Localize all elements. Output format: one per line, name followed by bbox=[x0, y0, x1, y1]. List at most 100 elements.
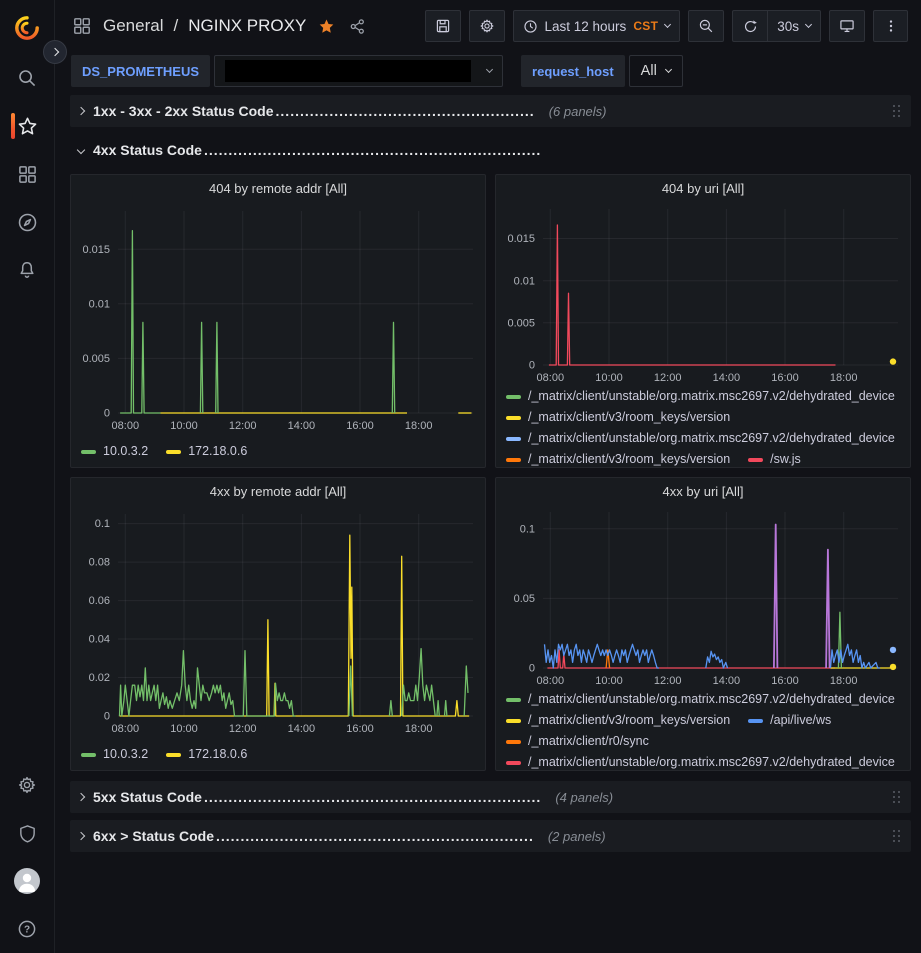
legend-item[interactable]: 10.0.3.2 bbox=[81, 441, 148, 462]
sidebar-item-explore[interactable] bbox=[0, 198, 55, 246]
time-range-picker[interactable]: Last 12 hours CST bbox=[513, 10, 681, 42]
zoom-out-time-button[interactable] bbox=[688, 10, 724, 42]
legend-swatch bbox=[166, 450, 181, 454]
legend-label: /sw.js bbox=[770, 449, 801, 467]
svg-text:0.1: 0.1 bbox=[520, 523, 535, 535]
legend-item[interactable]: 172.18.0.6 bbox=[166, 441, 247, 462]
refresh-button[interactable] bbox=[732, 10, 767, 42]
time-series-chart[interactable]: 00.0050.010.01508:0010:0012:0014:0016:00… bbox=[496, 200, 910, 386]
legend-item[interactable]: /_matrix/client/v3/room_keys/version bbox=[506, 710, 730, 731]
favorite-star-button[interactable] bbox=[316, 16, 337, 37]
chevron-down-icon bbox=[665, 66, 672, 73]
dashboard-row-4xx[interactable]: 4xx Status Code ........................… bbox=[70, 134, 911, 166]
sidebar-item-dashboards[interactable] bbox=[0, 150, 55, 198]
row-drag-handle[interactable] bbox=[893, 830, 901, 843]
dashboard-row-1xx-3xx-2xx[interactable]: 1xx - 3xx - 2xx Status Code ............… bbox=[70, 95, 911, 127]
active-section-indicator bbox=[11, 113, 15, 139]
variable-label: request_host bbox=[521, 55, 625, 87]
row-title: 5xx Status Code bbox=[93, 789, 202, 805]
legend-swatch bbox=[506, 395, 521, 399]
legend-label: 10.0.3.2 bbox=[103, 441, 148, 462]
legend-item[interactable]: /api/live/ws bbox=[748, 710, 831, 731]
panel-title[interactable]: 404 by uri [All] bbox=[496, 175, 910, 200]
legend-swatch bbox=[748, 719, 763, 723]
svg-text:0.005: 0.005 bbox=[507, 317, 535, 329]
panel-title[interactable]: 4xx by remote addr [All] bbox=[71, 478, 485, 505]
legend-item[interactable]: /_matrix/client/v3/room_keys/version bbox=[506, 407, 730, 428]
refresh-interval-dropdown[interactable]: 30s bbox=[767, 10, 821, 42]
timezone-badge: CST bbox=[633, 19, 658, 33]
svg-text:16:00: 16:00 bbox=[346, 723, 374, 735]
row-drag-handle[interactable] bbox=[893, 105, 901, 118]
sidebar-item-starred[interactable] bbox=[0, 102, 55, 150]
row-chevron-icon bbox=[77, 107, 85, 115]
legend-item[interactable]: /_matrix/client/unstable/org.matrix.msc2… bbox=[506, 689, 895, 710]
request-host-value: All bbox=[641, 63, 657, 79]
legend-swatch bbox=[81, 753, 96, 757]
panel-legend: /_matrix/client/unstable/org.matrix.msc2… bbox=[496, 386, 910, 467]
legend-swatch bbox=[506, 719, 521, 723]
dashboard-settings-button[interactable] bbox=[469, 10, 505, 42]
bell-icon[interactable] bbox=[0, 246, 55, 294]
svg-text:0.1: 0.1 bbox=[95, 518, 110, 530]
svg-text:0: 0 bbox=[529, 360, 535, 372]
panel-title[interactable]: 4xx by uri [All] bbox=[496, 478, 910, 503]
svg-text:0.08: 0.08 bbox=[89, 557, 110, 569]
breadcrumb: General / NGINX PROXY bbox=[103, 16, 306, 36]
svg-text:0.005: 0.005 bbox=[82, 353, 110, 365]
avatar[interactable] bbox=[0, 857, 55, 905]
svg-text:08:00: 08:00 bbox=[112, 723, 140, 735]
clock-icon bbox=[523, 19, 538, 34]
shield-icon[interactable] bbox=[0, 809, 55, 857]
row-dots: ........................................… bbox=[204, 789, 541, 805]
row-dots: ........................................… bbox=[216, 828, 534, 844]
share-icon[interactable] bbox=[347, 16, 368, 37]
ds-prometheus-dropdown[interactable] bbox=[214, 55, 503, 87]
legend-swatch bbox=[748, 458, 763, 462]
svg-text:0.015: 0.015 bbox=[82, 244, 110, 256]
legend-item[interactable]: /_matrix/client/unstable/org.matrix.msc2… bbox=[506, 752, 895, 770]
svg-text:12:00: 12:00 bbox=[654, 372, 682, 384]
page-title: NGINX PROXY bbox=[188, 16, 306, 36]
gear-icon[interactable] bbox=[0, 761, 55, 809]
legend-item[interactable]: /_matrix/client/unstable/org.matrix.msc2… bbox=[506, 386, 895, 407]
row-drag-handle[interactable] bbox=[893, 791, 901, 804]
breadcrumb-section[interactable]: General bbox=[103, 16, 163, 36]
time-series-chart[interactable]: 00.050.108:0010:0012:0014:0016:0018:00 bbox=[496, 503, 910, 689]
legend-label: /_matrix/client/v3/room_keys/version bbox=[528, 449, 730, 467]
legend-swatch bbox=[506, 740, 521, 744]
help-icon[interactable]: ? bbox=[0, 905, 55, 953]
save-dashboard-button[interactable] bbox=[425, 10, 461, 42]
chevron-down-icon bbox=[805, 21, 812, 28]
time-series-chart[interactable]: 00.0050.010.01508:0010:0012:0014:0016:00… bbox=[71, 202, 485, 434]
legend-item[interactable]: /_matrix/client/v3/room_keys/version bbox=[506, 449, 730, 467]
svg-text:0.02: 0.02 bbox=[89, 672, 110, 684]
legend-label: /_matrix/client/v3/room_keys/version bbox=[528, 407, 730, 428]
legend-label: 172.18.0.6 bbox=[188, 744, 247, 765]
legend-item[interactable]: /_matrix/client/unstable/org.matrix.msc2… bbox=[506, 428, 895, 449]
dashboard-row-5xx[interactable]: 5xx Status Code ........................… bbox=[70, 781, 911, 813]
svg-text:0.04: 0.04 bbox=[89, 634, 110, 646]
legend-item[interactable]: 10.0.3.2 bbox=[81, 744, 148, 765]
legend-item[interactable]: /_matrix/client/r0/sync bbox=[506, 731, 649, 752]
time-series-chart[interactable]: 00.020.040.060.080.108:0010:0012:0014:00… bbox=[71, 505, 485, 737]
panel-legend: 10.0.3.2 172.18.0.6 bbox=[71, 744, 485, 770]
variables-bar: DS_PROMETHEUS request_host All bbox=[55, 52, 921, 90]
time-range-label: Last 12 hours bbox=[545, 19, 627, 34]
legend-item[interactable]: /sw.js bbox=[748, 449, 801, 467]
svg-text:14:00: 14:00 bbox=[288, 723, 316, 735]
legend-item[interactable]: 172.18.0.6 bbox=[166, 744, 247, 765]
legend-swatch bbox=[166, 753, 181, 757]
panel-title[interactable]: 404 by remote addr [All] bbox=[71, 175, 485, 202]
sidebar-collapse-button[interactable] bbox=[43, 40, 67, 64]
navbar-actions: Last 12 hours CST 30s bbox=[425, 10, 909, 42]
chevron-down-icon bbox=[664, 21, 671, 28]
tv-mode-button[interactable] bbox=[829, 10, 865, 42]
svg-text:12:00: 12:00 bbox=[229, 723, 257, 735]
dashboard-row-6xx[interactable]: 6xx > Status Code ......................… bbox=[70, 820, 911, 852]
legend-label: 10.0.3.2 bbox=[103, 744, 148, 765]
request-host-dropdown[interactable]: All bbox=[629, 55, 683, 87]
svg-text:18:00: 18:00 bbox=[830, 372, 858, 384]
legend-label: 172.18.0.6 bbox=[188, 441, 247, 462]
kebab-menu-icon[interactable] bbox=[873, 10, 908, 42]
